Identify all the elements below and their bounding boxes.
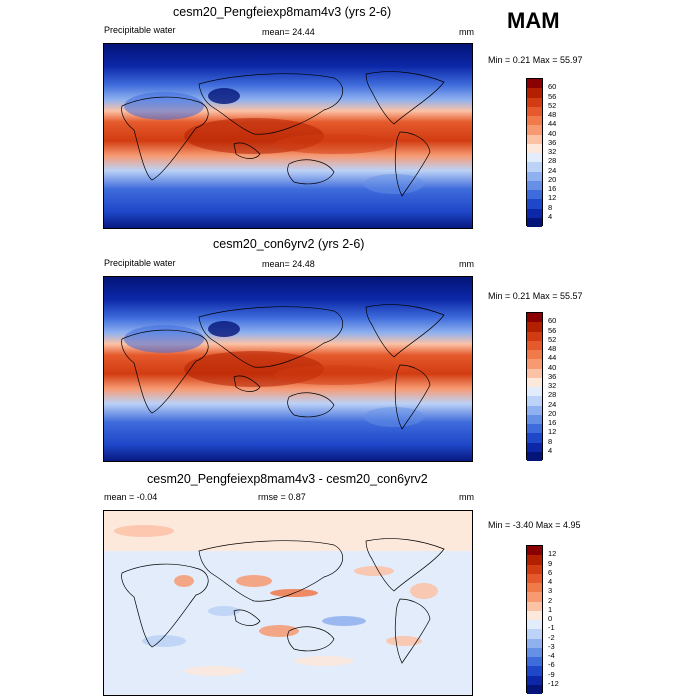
- colorbar-tick-label: -9: [548, 669, 555, 679]
- colorbar-tick-label: 24: [548, 399, 557, 409]
- colorbar-tick-label: -12: [548, 678, 559, 688]
- colorbar-tick-label: 20: [548, 174, 557, 184]
- colorbar-tick-label: 32: [548, 147, 557, 156]
- panel1-variable: Precipitable water: [104, 25, 176, 35]
- colorbar-tick-label: 56: [548, 325, 557, 335]
- season-label: MAM: [507, 8, 560, 33]
- colorbar-tick-label: 60: [548, 82, 557, 92]
- panel3-map: [103, 510, 473, 696]
- colorbar-tick-label: 4: [548, 445, 553, 455]
- panel3-units: mm: [459, 492, 474, 502]
- colorbar-tick-label: -4: [548, 651, 555, 660]
- colorbar-tick-label: 36: [548, 137, 557, 147]
- panel1-colorbar: [526, 78, 543, 227]
- colorbar-tick-label: 44: [548, 119, 557, 129]
- panel1-title: cesm20_Pengfeiexp8mam4v3 (yrs 2-6): [173, 5, 392, 19]
- panel3-title: cesm20_Pengfeiexp8mam4v3 - cesm20_con6yr…: [147, 472, 428, 486]
- colorbar-tick-label: 8: [548, 202, 553, 212]
- colorbar-tick-label: 28: [548, 390, 557, 400]
- panel2-map: [103, 276, 473, 462]
- colorbar-tick-label: 40: [548, 362, 557, 372]
- colorbar-tick-label: 12: [548, 427, 557, 437]
- panel1-map-field: [104, 44, 472, 228]
- colorbar-tick-label: 4: [548, 211, 553, 221]
- colorbar-tick-label: 36: [548, 371, 557, 381]
- panel2-units: mm: [459, 259, 474, 269]
- colorbar-tick-label: 0: [548, 614, 553, 623]
- colorbar-tick-label: 16: [548, 418, 557, 427]
- colorbar-tick-label: 12: [548, 193, 557, 203]
- panel3-colorbar: [526, 545, 543, 694]
- colorbar-tick-label: 48: [548, 110, 557, 119]
- colorbar-tick-label: 60: [548, 316, 557, 326]
- panel3-map-field: [104, 511, 472, 695]
- colorbar-tick-label: 16: [548, 184, 557, 193]
- panel3-rmse: rmse = 0.87: [258, 492, 306, 502]
- colorbar-tick-label: 2: [548, 595, 553, 605]
- colorbar-tick-label: -2: [548, 632, 555, 642]
- colorbar-tick-label: 32: [548, 381, 557, 390]
- colorbar-tick-label: 8: [548, 436, 553, 446]
- colorbar-tick-label: 12: [548, 549, 557, 559]
- colorbar-tick-label: 6: [548, 567, 553, 577]
- colorbar-tick-label: 44: [548, 353, 557, 363]
- panel3-minmax: Min = -3.40 Max = 4.95: [488, 520, 581, 530]
- colorbar-tick-label: 52: [548, 100, 557, 110]
- colorbar-tick-label: 9: [548, 558, 553, 568]
- panel2-minmax: Min = 0.21 Max = 55.57: [488, 291, 583, 301]
- colorbar-tick-label: 48: [548, 344, 557, 353]
- colorbar-tick-label: 1: [548, 604, 553, 614]
- colorbar-tick-label: -1: [548, 623, 555, 633]
- colorbar-tick-label: 28: [548, 156, 557, 166]
- panel1-map: [103, 43, 473, 229]
- colorbar-tick-label: -6: [548, 660, 555, 670]
- colorbar-tick-label: 56: [548, 91, 557, 101]
- colorbar-tick-label: 4: [548, 577, 553, 586]
- panel2-variable: Precipitable water: [104, 258, 176, 268]
- panel1-minmax: Min = 0.21 Max = 55.97: [488, 55, 583, 65]
- panel2-title: cesm20_con6yrv2 (yrs 2-6): [213, 237, 365, 251]
- colorbar-tick-label: 3: [548, 586, 553, 596]
- panel2-colorbar: [526, 312, 543, 461]
- panel1-units: mm: [459, 27, 474, 37]
- colorbar-tick-label: 40: [548, 128, 557, 138]
- colorbar-tick-label: 24: [548, 165, 557, 175]
- colorbar-tick-label: 20: [548, 408, 557, 418]
- panel2-map-field: [104, 277, 472, 461]
- panel3-mean: mean = -0.04: [104, 492, 158, 502]
- panel1-mean: mean= 24.44: [262, 27, 315, 37]
- colorbar-tick-label: -3: [548, 641, 555, 651]
- panel2-mean: mean= 24.48: [262, 259, 315, 269]
- colorbar-tick-label: 52: [548, 334, 557, 344]
